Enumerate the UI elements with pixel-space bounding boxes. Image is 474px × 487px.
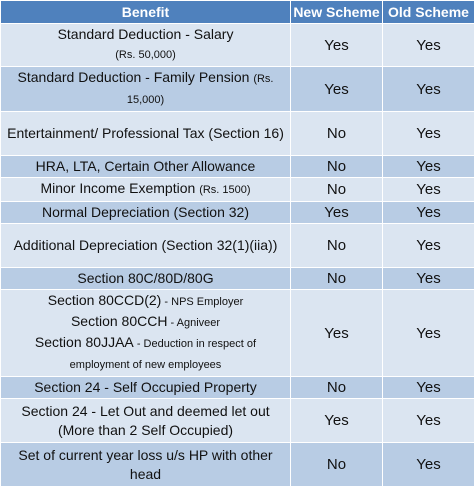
old-scheme-cell: Yes [383,290,474,377]
table-row: Section 24 - Self Occupied Property No Y… [1,377,474,399]
benefit-cell: Section 80CCD(2) - NPS Employer Section … [1,290,291,377]
old-scheme-cell: Yes [383,377,474,399]
header-row: Benefit New Scheme Old Scheme [1,1,474,24]
new-scheme-cell: No [291,156,383,178]
benefit-cell: Section 80C/80D/80G [1,268,291,290]
benefit-cell: Entertainment/ Professional Tax (Section… [1,112,291,156]
benefit-note: (Rs. 1500) [199,184,250,196]
old-scheme-cell: Yes [383,399,474,443]
benefit-cell: Standard Deduction - Salary (Rs. 50,000) [1,24,291,67]
old-scheme-cell: Yes [383,156,474,178]
old-scheme-cell: Yes [383,202,474,224]
old-scheme-cell: Yes [383,268,474,290]
benefit-line: Section 80CCH - Agniveer [4,312,287,333]
benefit-cell: Minor Income Exemption (Rs. 1500) [1,178,291,202]
benefit-note: - Agniveer [167,317,220,329]
benefit-note: (Rs. 50,000) [115,49,176,61]
new-scheme-cell: Yes [291,290,383,377]
table-row: Section 80C/80D/80G No Yes [1,268,474,290]
table-row: Standard Deduction - Salary(Rs. 50,000) … [1,24,474,67]
old-scheme-cell: Yes [383,443,474,487]
header-old-scheme: Old Scheme [383,1,474,24]
header-new-scheme: New Scheme [291,1,383,24]
new-scheme-cell: No [291,268,383,290]
benefit-text: Standard Deduction - Salary [58,26,234,42]
benefit-cell: Set of current year loss u/s HP with oth… [1,443,291,487]
table-row: Section 24 - Let Out and deemed let out … [1,399,474,443]
old-scheme-cell: Yes [383,224,474,268]
benefit-text: Section 80JJAA [35,334,134,350]
new-scheme-cell: No [291,178,383,202]
new-scheme-cell: Yes [291,399,383,443]
benefit-cell: HRA, LTA, Certain Other Allowance [1,156,291,178]
benefit-cell: Normal Depreciation (Section 32) [1,202,291,224]
new-scheme-cell: No [291,443,383,487]
table-row: Normal Depreciation (Section 32) Yes Yes [1,202,474,224]
new-scheme-cell: Yes [291,24,383,67]
table-row: Entertainment/ Professional Tax (Section… [1,112,474,156]
table-row: Minor Income Exemption (Rs. 1500) No Yes [1,178,474,202]
old-scheme-cell: Yes [383,178,474,202]
header-benefit: Benefit [1,1,291,24]
table-row: Standard Deduction - Family Pension (Rs.… [1,67,474,112]
benefit-text: Section 80CCH [71,313,168,329]
benefit-cell: Section 24 - Let Out and deemed let out … [1,399,291,443]
benefit-line: Section 80CCD(2) - NPS Employer [4,291,287,312]
old-scheme-cell: Yes [383,67,474,112]
benefit-text: Minor Income Exemption [40,180,195,196]
benefit-cell: Section 24 - Self Occupied Property [1,377,291,399]
benefit-cell: Additional Depreciation (Section 32(1)(i… [1,224,291,268]
old-scheme-cell: Yes [383,24,474,67]
benefit-cell: Standard Deduction - Family Pension (Rs.… [1,67,291,112]
benefit-line: Section 80JJAA - Deduction in respect of… [4,333,287,375]
benefit-text: Standard Deduction - Family Pension [18,69,250,85]
table-row: Additional Depreciation (Section 32(1)(i… [1,224,474,268]
old-scheme-cell: Yes [383,112,474,156]
table-row: HRA, LTA, Certain Other Allowance No Yes [1,156,474,178]
new-scheme-cell: No [291,224,383,268]
new-scheme-cell: No [291,377,383,399]
table-row: Section 80CCD(2) - NPS Employer Section … [1,290,474,377]
benefit-note: - NPS Employer [161,296,243,308]
table-row: Set of current year loss u/s HP with oth… [1,443,474,487]
new-scheme-cell: No [291,112,383,156]
benefit-text: Section 80CCD(2) [48,292,162,308]
new-scheme-cell: Yes [291,67,383,112]
new-scheme-cell: Yes [291,202,383,224]
